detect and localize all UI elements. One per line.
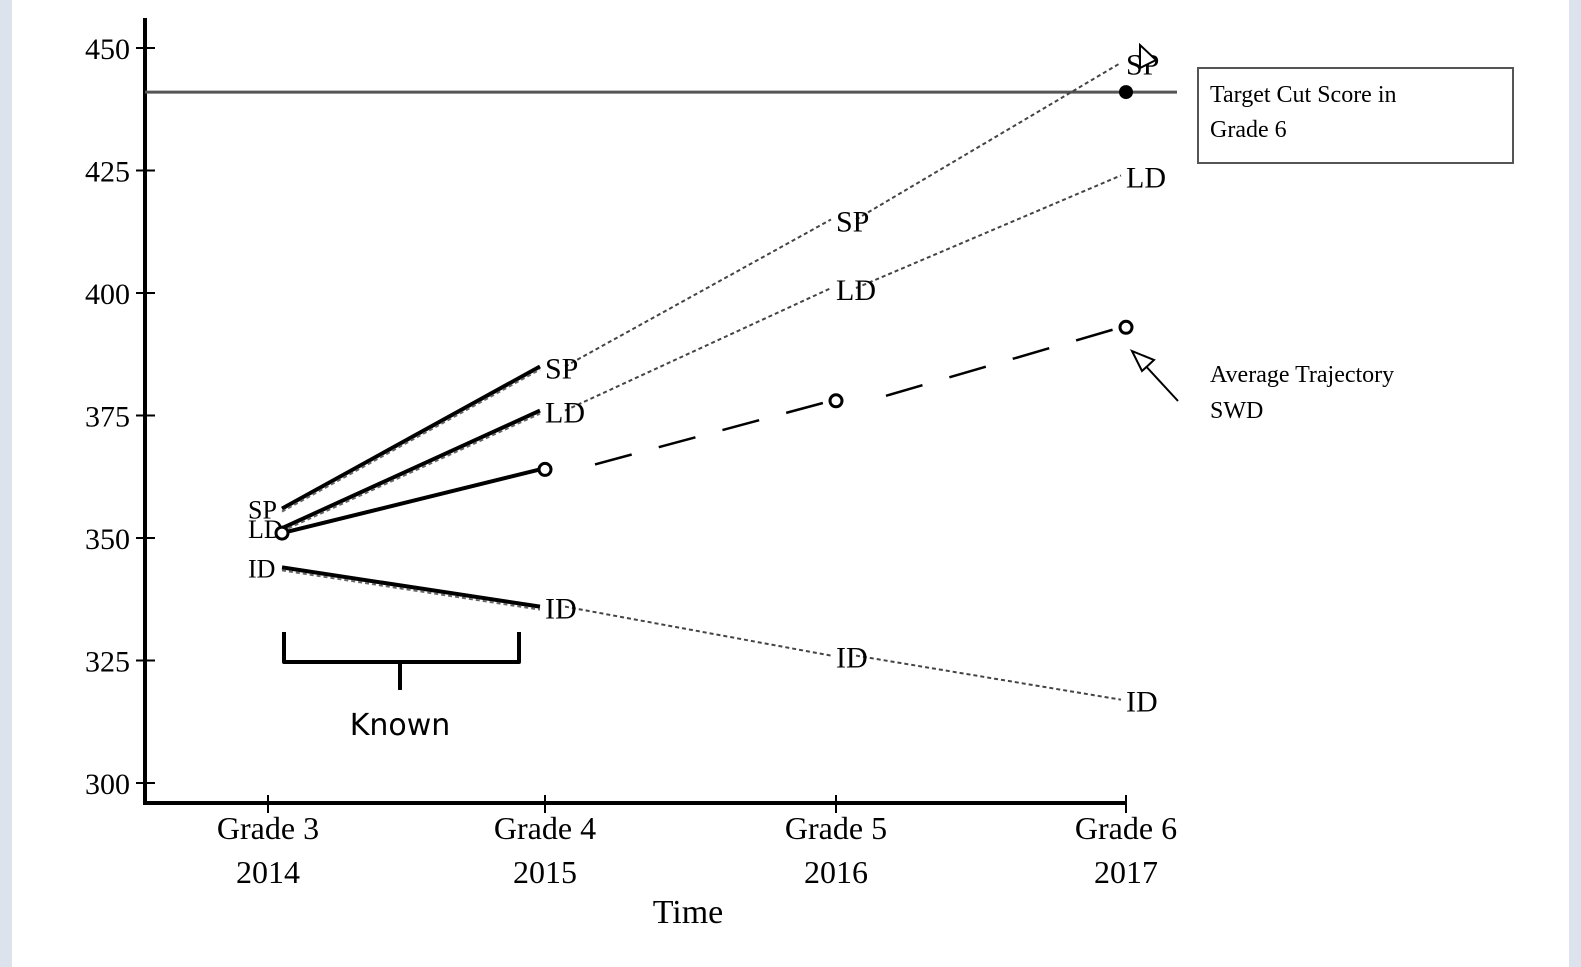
average-arrow-line bbox=[1141, 361, 1179, 402]
known-line-ID bbox=[281, 565, 541, 609]
trajectory-chart: 300 325 350 375 400 425 450 Grade 3 2014 Grade 4… bbox=[85, 18, 1514, 931]
point-label-ID-1: ID bbox=[545, 593, 577, 626]
known-dotted-SP bbox=[281, 368, 541, 513]
y-tick-label-325: 325 bbox=[85, 646, 130, 679]
y-tick-label-450: 450 bbox=[85, 33, 130, 66]
projected-line-ID-1 bbox=[855, 654, 1122, 701]
y-tick-label-425: 425 bbox=[85, 156, 130, 189]
point-label-LD-2: LD bbox=[836, 274, 876, 307]
projected-line-ID-0 bbox=[564, 605, 832, 657]
x-tick-year-1: 2015 bbox=[513, 854, 577, 890]
start-label-ID: ID bbox=[248, 554, 275, 583]
x-tick-grade-1: Grade 4 bbox=[494, 810, 596, 846]
sp-flag-marker bbox=[1139, 42, 1158, 70]
projected-line-LD-1 bbox=[855, 174, 1122, 290]
point-label-LD-3: LD bbox=[1126, 161, 1166, 194]
y-tick-label-375: 375 bbox=[85, 401, 130, 434]
target-point bbox=[1119, 85, 1133, 100]
average-point-start bbox=[274, 525, 290, 541]
average-point-2 bbox=[828, 393, 844, 409]
x-axis-title: Time bbox=[653, 894, 724, 931]
x-tick-year-2: 2016 bbox=[804, 854, 868, 890]
known-label: Known bbox=[350, 708, 451, 743]
known-brace bbox=[282, 632, 521, 690]
point-label-SP-1: SP bbox=[545, 353, 578, 386]
y-tick-label-400: 400 bbox=[85, 278, 130, 311]
x-tick-grade-2: Grade 5 bbox=[785, 810, 887, 846]
average-known-line bbox=[281, 467, 541, 536]
y-tick-label-350: 350 bbox=[85, 523, 130, 556]
average-point-1 bbox=[537, 461, 553, 477]
x-tick-year-3: 2017 bbox=[1094, 854, 1158, 890]
average-point-3 bbox=[1118, 319, 1134, 335]
projected-line-SP-1 bbox=[855, 61, 1122, 221]
point-label-SP-2: SP bbox=[836, 206, 869, 239]
start-label-SP: SP bbox=[248, 496, 277, 525]
known-line-LD bbox=[281, 408, 541, 531]
average-projected-line-0 bbox=[594, 399, 832, 466]
x-tick-year-0: 2014 bbox=[236, 854, 300, 890]
target-label-line2: Grade 6 bbox=[1210, 117, 1287, 143]
known-dotted-LD bbox=[281, 412, 541, 533]
projected-line-SP-0 bbox=[564, 218, 832, 368]
average-label-line2: SWD bbox=[1210, 398, 1263, 424]
average-label-line1: Average Trajectory bbox=[1210, 362, 1394, 388]
y-tick-label-300: 300 bbox=[85, 768, 130, 801]
chart-canvas: 300 325 350 375 400 425 450 Grade 3 2014 Grade 4… bbox=[12, 0, 1569, 967]
point-label-ID-2: ID bbox=[836, 642, 868, 675]
target-label-box bbox=[1197, 67, 1514, 164]
target-label-line1: Target Cut Score in bbox=[1210, 82, 1397, 108]
known-dotted-ID bbox=[281, 569, 541, 611]
x-tick-grade-3: Grade 6 bbox=[1075, 810, 1177, 846]
x-tick-grade-0: Grade 3 bbox=[217, 810, 319, 846]
point-label-ID-3: ID bbox=[1126, 686, 1158, 719]
average-projected-line-1 bbox=[885, 326, 1122, 398]
known-line-SP bbox=[281, 364, 541, 511]
point-label-LD-1: LD bbox=[545, 397, 585, 430]
average-arrow-head bbox=[1129, 349, 1156, 373]
projected-line-LD-0 bbox=[564, 287, 832, 412]
